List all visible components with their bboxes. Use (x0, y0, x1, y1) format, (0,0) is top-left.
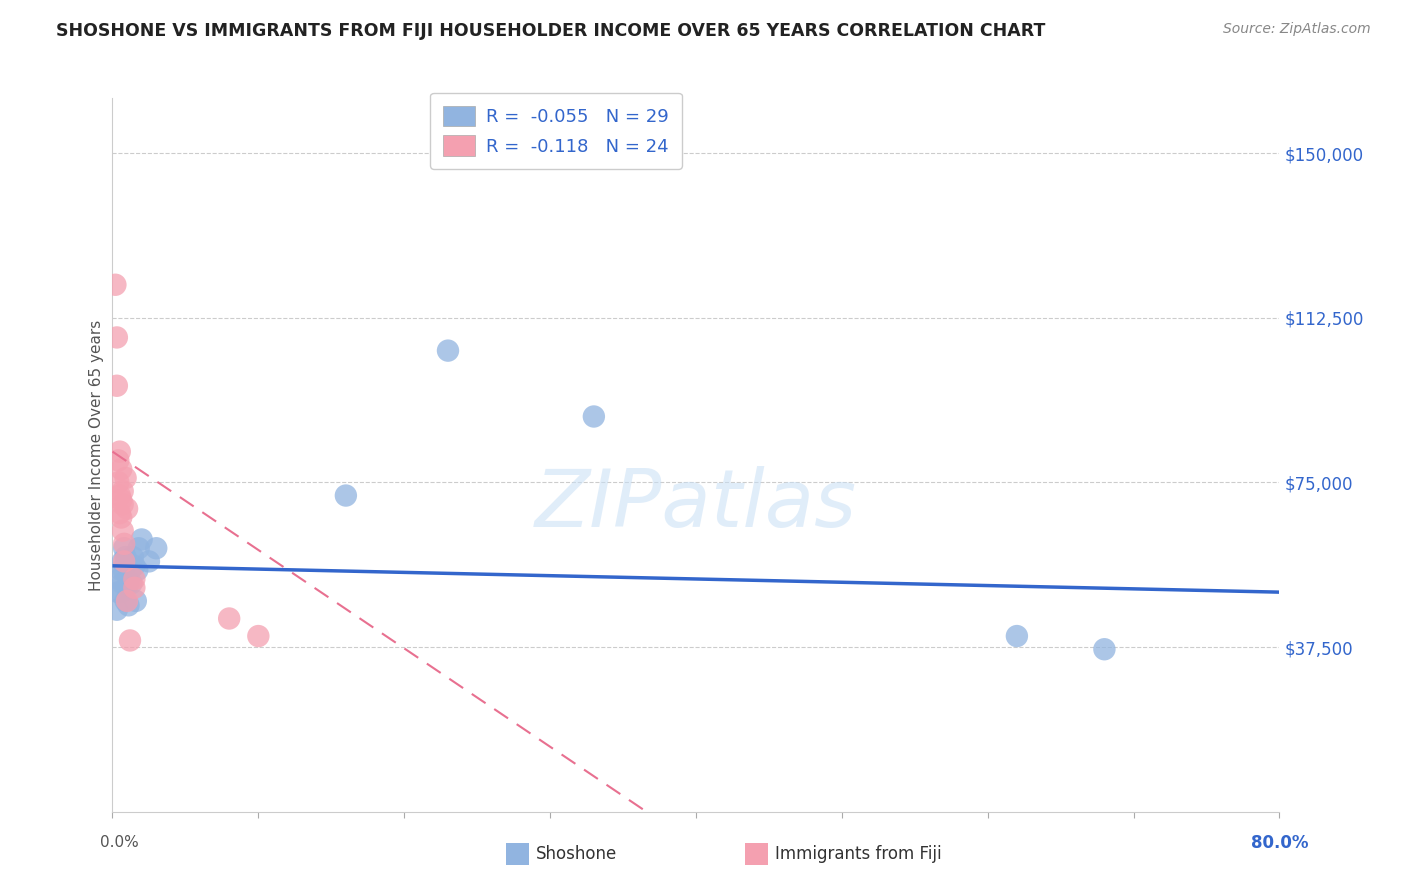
Point (117, 576, 139, 591)
Text: SHOSHONE VS IMMIGRANTS FROM FIJI HOUSEHOLDER INCOME OVER 65 YEARS CORRELATION CH: SHOSHONE VS IMMIGRANTS FROM FIJI HOUSEHO… (56, 22, 1046, 40)
Text: Shoshone: Shoshone (536, 845, 617, 863)
Text: 0.0%: 0.0% (100, 836, 139, 850)
Point (118, 633, 141, 648)
Point (145, 541, 167, 556)
Point (105, 330, 128, 344)
Point (111, 524, 134, 538)
Point (122, 549, 145, 564)
Point (114, 471, 136, 485)
Point (124, 581, 146, 595)
Point (111, 497, 134, 511)
Point (112, 554, 135, 568)
Point (115, 554, 138, 568)
Point (437, 343, 460, 358)
Point (218, 611, 240, 625)
Legend: R =  -0.055   N = 29, R =  -0.118   N = 24: R = -0.055 N = 29, R = -0.118 N = 24 (430, 93, 682, 169)
Point (115, 501, 138, 516)
Point (112, 537, 135, 551)
Point (108, 444, 131, 458)
Point (107, 453, 129, 467)
Point (118, 563, 141, 577)
Point (124, 572, 146, 586)
Y-axis label: Householder Income Over 65 years: Householder Income Over 65 years (89, 319, 104, 591)
Point (582, 409, 605, 424)
Point (108, 489, 131, 503)
Point (112, 563, 135, 577)
Text: Immigrants from Fiji: Immigrants from Fiji (775, 845, 942, 863)
Point (110, 492, 132, 507)
Point (110, 585, 132, 599)
Point (335, 489, 357, 503)
Point (105, 603, 128, 617)
Point (108, 506, 131, 520)
Point (247, 629, 270, 643)
Text: ZIPatlas: ZIPatlas (534, 466, 858, 544)
Point (112, 541, 135, 556)
Point (127, 563, 149, 577)
Point (110, 563, 132, 577)
Point (125, 594, 148, 608)
Point (124, 558, 146, 573)
Text: 80.0%: 80.0% (1251, 834, 1308, 852)
Point (1092, 642, 1115, 657)
Point (117, 599, 139, 613)
Point (105, 378, 128, 392)
Point (111, 484, 134, 499)
Text: Source: ZipAtlas.com: Source: ZipAtlas.com (1223, 22, 1371, 37)
Point (108, 572, 131, 586)
Point (104, 277, 127, 292)
Point (114, 549, 136, 564)
Point (128, 541, 150, 556)
Point (115, 594, 138, 608)
Point (111, 576, 134, 591)
Point (110, 462, 132, 476)
Point (107, 585, 129, 599)
Point (107, 475, 129, 490)
Point (1005, 629, 1028, 643)
Point (110, 510, 132, 524)
Point (131, 533, 153, 547)
Point (111, 554, 134, 568)
Point (120, 576, 142, 591)
Point (138, 554, 160, 568)
Point (114, 594, 136, 608)
